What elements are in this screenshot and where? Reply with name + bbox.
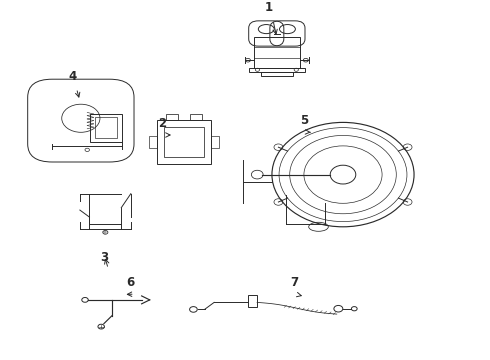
Text: 7: 7 (290, 276, 298, 289)
Bar (211, 136, 219, 148)
Bar (166, 114, 177, 120)
Bar (90, 114, 122, 141)
Text: 2: 2 (158, 117, 166, 130)
Bar (254, 37, 300, 68)
Bar (157, 120, 211, 164)
Bar (190, 114, 202, 120)
Bar (261, 72, 293, 76)
Bar (247, 295, 257, 307)
Text: 4: 4 (69, 70, 76, 83)
Bar (248, 68, 305, 72)
Text: 3: 3 (100, 251, 108, 264)
Text: 6: 6 (127, 276, 135, 289)
Bar (149, 136, 157, 148)
Text: 1: 1 (265, 1, 273, 14)
Text: 5: 5 (300, 114, 308, 127)
Bar (164, 127, 204, 157)
Bar (95, 117, 118, 138)
